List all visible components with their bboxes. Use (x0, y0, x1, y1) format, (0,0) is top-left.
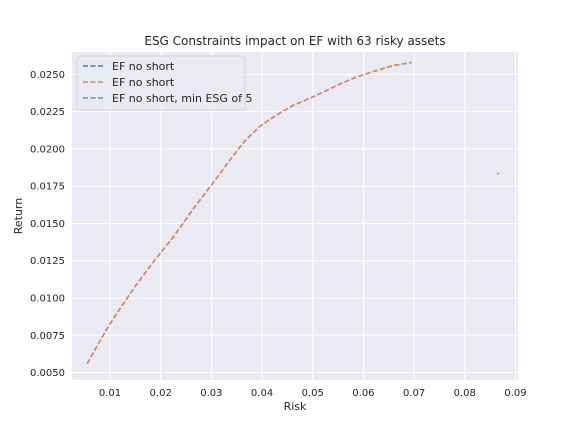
y-tick-label: 0.0200 (30, 144, 65, 155)
x-tick-label: 0.06 (352, 388, 374, 399)
x-axis-label: Risk (284, 400, 307, 413)
legend: EF no short EF no short EF no short, min E… (76, 55, 253, 111)
legend-box (76, 55, 246, 111)
series-lines (86, 61, 499, 364)
y-tick-label: 0.0150 (30, 219, 65, 230)
y-tick-label: 0.0125 (30, 256, 65, 267)
y-tick-label: 0.0175 (30, 182, 65, 193)
legend-label: EF no short, min ESG of 5 (112, 92, 253, 105)
tick-labels: 0.01 0.02 0.03 0.04 0.05 0.06 0.07 0.08 0.09 0.00… (30, 70, 527, 399)
y-tick-label: 0.0100 (30, 294, 65, 305)
y-axis-label: Return (12, 198, 25, 235)
x-tick-label: 0.03 (200, 388, 222, 399)
grid-lines (72, 52, 518, 380)
y-tick-label: 0.0225 (30, 107, 65, 118)
series-line (496, 172, 499, 175)
y-tick-label: 0.0250 (30, 70, 65, 81)
x-tick-label: 0.08 (454, 388, 476, 399)
y-tick-label: 0.0075 (30, 331, 65, 342)
x-tick-label: 0.01 (99, 388, 121, 399)
legend-label: EF no short (112, 60, 175, 73)
x-tick-label: 0.02 (150, 388, 172, 399)
legend-label: EF no short (112, 76, 175, 89)
chart-title: ESG Constraints impact on EF with 63 ris… (144, 34, 445, 48)
x-tick-label: 0.09 (504, 388, 526, 399)
x-tick-label: 0.05 (302, 388, 324, 399)
y-tick-label: 0.0050 (30, 368, 65, 379)
x-tick-label: 0.04 (251, 388, 273, 399)
series-line (86, 61, 412, 364)
x-tick-label: 0.07 (403, 388, 425, 399)
